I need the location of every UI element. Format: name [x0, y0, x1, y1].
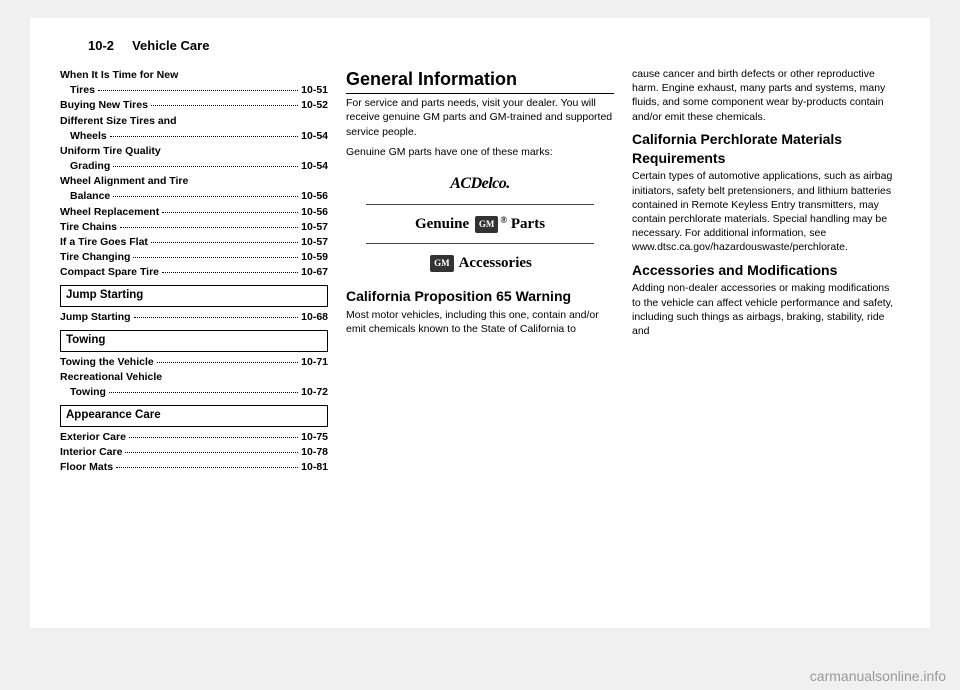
gm-badge-icon: GM [475, 216, 499, 233]
toc-section-heading: Appearance Care [60, 405, 328, 427]
toc-entry: When It Is Time for New [60, 68, 328, 82]
page-number: 10-2 [88, 38, 114, 53]
toc-entry: Tire Chains10-57 [60, 220, 328, 234]
right-column: cause cancer and birth defects or other … [632, 67, 900, 475]
toc-entry: Uniform Tire Quality [60, 144, 328, 158]
toc-entry: Different Size Tires and [60, 114, 328, 128]
logo-text: Accessories [459, 255, 532, 271]
toc-entry: Floor Mats10-81 [60, 460, 328, 474]
paragraph: Genuine GM parts have one of these marks… [346, 145, 614, 159]
heading-accessories: Accessories and Modifications [632, 261, 900, 280]
gm-badge-icon: GM [430, 255, 454, 272]
gm-accessories-logo: GM Accessories [346, 247, 614, 279]
toc-entry-continuation: Balance10-56 [60, 189, 328, 203]
toc-entry: Wheel Replacement10-56 [60, 205, 328, 219]
paragraph: cause cancer and birth defects or other … [632, 67, 900, 124]
page-header: 10-2 Vehicle Care [88, 38, 900, 53]
logo-divider [366, 204, 594, 205]
paragraph: Most motor vehicles, including this one,… [346, 308, 614, 336]
logo-divider [366, 243, 594, 244]
acdelco-logo: ACDelco. [346, 167, 614, 201]
toc-entry: Interior Care10-78 [60, 445, 328, 459]
toc-entry: Wheel Alignment and Tire [60, 174, 328, 188]
toc-entry: Recreational Vehicle [60, 370, 328, 384]
logo-text: Genuine [415, 216, 469, 232]
content-columns: When It Is Time for NewTires10-51Buying … [60, 67, 900, 475]
logo-text: Parts [511, 216, 545, 232]
toc-entry: If a Tire Goes Flat10-57 [60, 235, 328, 249]
paragraph: Adding non-dealer accessories or making … [632, 281, 900, 338]
page-title: Vehicle Care [132, 38, 209, 53]
toc-section-heading: Towing [60, 330, 328, 352]
toc-section-heading: Jump Starting [60, 285, 328, 307]
toc-entry: Jump Starting10-68 [60, 310, 328, 324]
manual-page: 10-2 Vehicle Care When It Is Time for Ne… [30, 18, 930, 628]
toc-column: When It Is Time for NewTires10-51Buying … [60, 67, 328, 475]
watermark: carmanualsonline.info [810, 668, 946, 684]
genuine-gm-parts-logo: Genuine GM® Parts [346, 208, 614, 240]
toc-entry-continuation: Towing10-72 [60, 385, 328, 399]
registered-mark: ® [500, 215, 507, 225]
toc-entry: Compact Spare Tire10-67 [60, 265, 328, 279]
toc-entry: Exterior Care10-75 [60, 430, 328, 444]
paragraph: For service and parts needs, visit your … [346, 96, 614, 139]
paragraph: Certain types of automotive applications… [632, 169, 900, 254]
toc-entry: Towing the Vehicle10-71 [60, 355, 328, 369]
heading-general-info: General Information [346, 67, 614, 94]
toc-entry-continuation: Grading10-54 [60, 159, 328, 173]
heading-cal-prop65: California Proposition 65 Warning [346, 287, 614, 306]
center-column: General Information For service and part… [346, 67, 614, 475]
gm-logos-block: ACDelco. Genuine GM® Parts GM Accessorie… [346, 167, 614, 279]
toc-entry: Buying New Tires10-52 [60, 98, 328, 112]
heading-perchlorate: California Perchlorate Materials Require… [632, 130, 900, 168]
toc-entry-continuation: Tires10-51 [60, 83, 328, 97]
toc-entry: Tire Changing10-59 [60, 250, 328, 264]
toc-entry-continuation: Wheels10-54 [60, 129, 328, 143]
